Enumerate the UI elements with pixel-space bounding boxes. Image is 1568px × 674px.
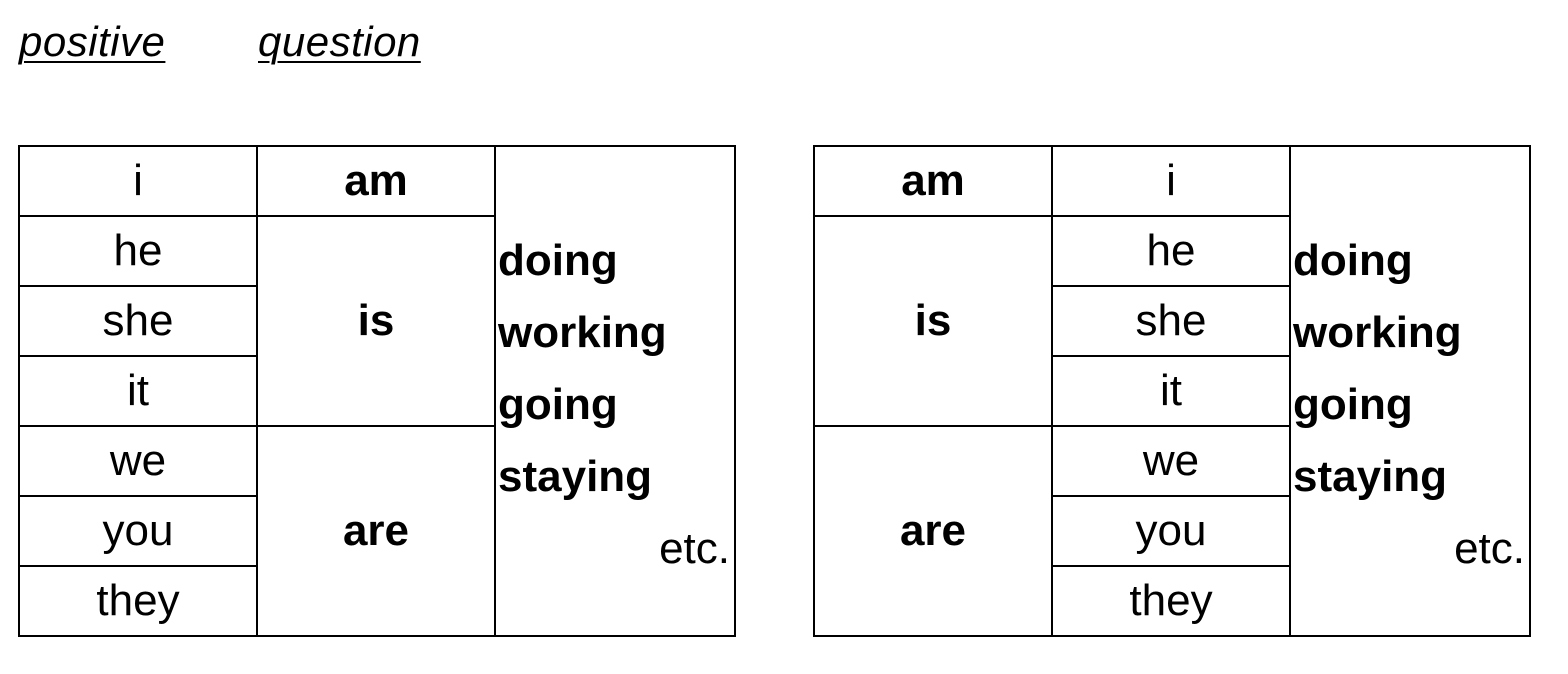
table-row: they bbox=[814, 565, 1530, 637]
example-etc: etc. bbox=[1454, 524, 1525, 573]
examples-cell: doing working going staying etc. bbox=[494, 145, 736, 637]
table-row: she bbox=[814, 285, 1530, 357]
table-row: it bbox=[18, 355, 735, 427]
table-row: you bbox=[814, 495, 1530, 567]
example-verb: staying bbox=[498, 452, 653, 501]
pronoun-cell: it bbox=[1051, 355, 1291, 427]
table-row: it bbox=[814, 355, 1530, 427]
heading-question: question bbox=[258, 18, 421, 65]
verb-cell-am: am bbox=[813, 145, 1053, 217]
pronoun-cell: he bbox=[18, 215, 258, 287]
example-verb: doing bbox=[498, 236, 618, 285]
example-verb: staying bbox=[1293, 452, 1448, 501]
verb-cell-are: are bbox=[813, 425, 1053, 637]
table-row: you bbox=[18, 495, 735, 567]
table-row: they bbox=[18, 565, 735, 637]
question-table: am i doing working going staying etc. is… bbox=[813, 145, 1531, 637]
examples-cell: doing working going staying etc. bbox=[1289, 145, 1531, 637]
example-verb: doing bbox=[1293, 236, 1413, 285]
table-row: we are bbox=[18, 425, 735, 637]
positive-table: i am doing working going staying etc. he… bbox=[18, 145, 736, 637]
pronoun-cell: she bbox=[1051, 285, 1291, 357]
pronoun-cell: we bbox=[1051, 425, 1291, 497]
pronoun-cell: she bbox=[18, 285, 258, 357]
verb-cell-are: are bbox=[256, 425, 496, 637]
pronoun-cell: i bbox=[1051, 145, 1291, 217]
verb-cell-is: is bbox=[813, 215, 1053, 427]
verb-cell-am: am bbox=[256, 145, 496, 217]
pronoun-cell: you bbox=[1051, 495, 1291, 567]
table-row: am i doing working going staying etc. bbox=[813, 145, 1531, 637]
example-verb: going bbox=[1293, 380, 1413, 429]
pronoun-cell: you bbox=[18, 495, 258, 567]
heading-positive: positive bbox=[19, 18, 166, 65]
pronoun-cell: he bbox=[1051, 215, 1291, 287]
table-row: is he bbox=[813, 215, 1530, 427]
pronoun-cell: it bbox=[18, 355, 258, 427]
table-row: i am doing working going staying etc. bbox=[18, 145, 736, 637]
example-verb: working bbox=[1293, 308, 1462, 357]
pronoun-cell: they bbox=[18, 565, 258, 637]
table-row: are we bbox=[813, 425, 1530, 637]
verb-cell-is: is bbox=[256, 215, 496, 427]
pronoun-cell: they bbox=[1051, 565, 1291, 637]
example-verb: going bbox=[498, 380, 618, 429]
example-etc: etc. bbox=[659, 524, 730, 573]
table-row: he is bbox=[18, 215, 735, 427]
pronoun-cell: i bbox=[18, 145, 258, 217]
table-row: she bbox=[18, 285, 735, 357]
example-verb: working bbox=[498, 308, 667, 357]
pronoun-cell: we bbox=[18, 425, 258, 497]
